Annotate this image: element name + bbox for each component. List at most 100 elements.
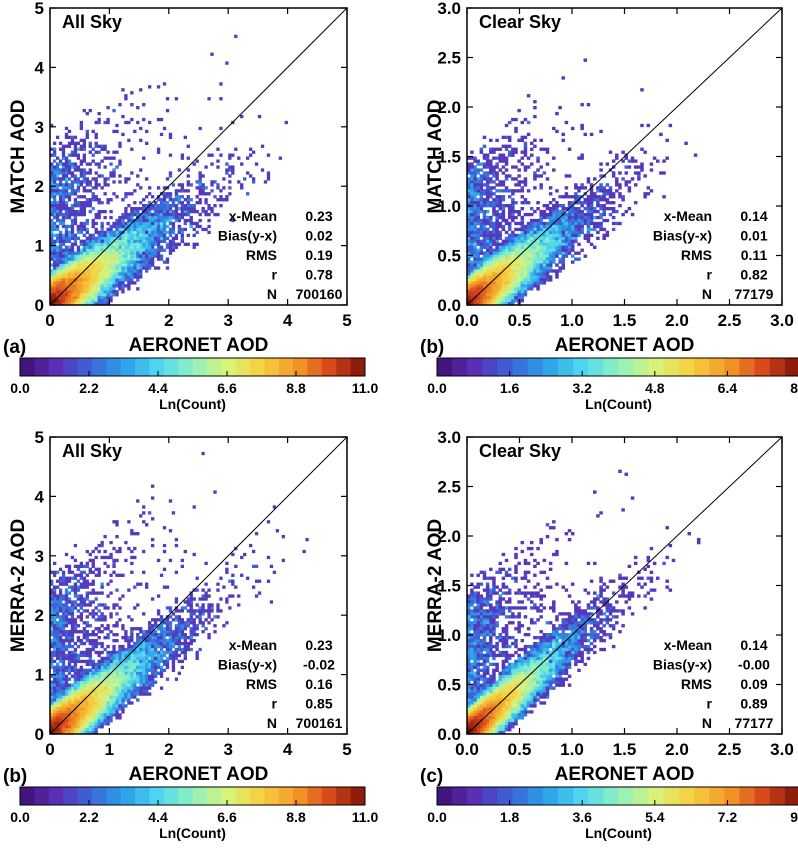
density-cell	[612, 216, 616, 219]
colorbar-segment	[236, 358, 251, 376]
density-cell	[169, 231, 172, 234]
density-cell	[77, 154, 80, 157]
density-cell	[59, 299, 62, 302]
density-cell	[127, 246, 130, 249]
density-cell	[103, 272, 106, 275]
density-cell	[98, 198, 101, 201]
density-cell	[112, 654, 115, 657]
density-cell	[109, 612, 112, 615]
density-cell	[133, 263, 136, 266]
density-cell	[151, 651, 154, 654]
density-cell	[154, 225, 157, 228]
density-cell	[56, 719, 59, 722]
density-cell	[83, 249, 86, 252]
density-cell	[53, 719, 56, 722]
density-cell	[476, 213, 480, 216]
density-cell	[199, 597, 202, 600]
density-cell	[103, 266, 106, 269]
density-cell	[587, 213, 591, 216]
density-cell	[124, 692, 127, 695]
density-cell	[95, 695, 98, 698]
density-cell	[166, 231, 169, 234]
density-cell	[98, 663, 101, 666]
colorbar-segment	[770, 358, 786, 376]
density-cell	[89, 657, 92, 660]
density-cell	[92, 701, 95, 704]
density-cell	[77, 249, 80, 252]
density-cell	[92, 639, 95, 642]
density-cell	[74, 600, 77, 603]
density-cell	[536, 174, 540, 177]
density-cell	[127, 695, 130, 698]
density-cell	[68, 707, 71, 710]
density-cell	[207, 633, 210, 636]
density-cell	[109, 225, 112, 228]
density-cell	[68, 636, 71, 639]
density-cell	[539, 266, 543, 269]
density-cell	[68, 207, 71, 210]
density-cell	[133, 266, 136, 269]
density-cell	[124, 639, 127, 642]
density-cell	[480, 246, 484, 249]
density-cell	[470, 198, 474, 201]
density-cell	[127, 547, 130, 550]
density-cell	[145, 639, 148, 642]
density-cell	[62, 571, 65, 574]
density-cell	[470, 234, 474, 237]
density-cell	[199, 201, 202, 204]
density-cell	[549, 216, 553, 219]
density-cell	[139, 257, 142, 260]
density-cell	[154, 618, 157, 621]
density-cell	[210, 207, 213, 210]
density-cell	[56, 207, 59, 210]
density-cell	[483, 154, 487, 157]
density-cell	[98, 615, 101, 618]
density-cell	[521, 219, 525, 222]
density-cell	[127, 260, 130, 263]
density-cell	[609, 207, 613, 210]
density-cell	[106, 716, 109, 719]
density-cell	[483, 269, 487, 272]
density-cell	[65, 136, 68, 139]
density-cell	[106, 663, 109, 666]
density-cell	[587, 198, 591, 201]
density-cell	[142, 225, 145, 228]
density-cell	[219, 577, 222, 580]
density-cell	[476, 207, 480, 210]
density-cell	[100, 299, 103, 302]
density-cell	[53, 686, 56, 689]
density-cell	[514, 177, 518, 180]
density-cell	[65, 630, 68, 633]
stat-value: 0.23	[305, 208, 332, 224]
density-cell	[77, 603, 80, 606]
density-cell	[80, 639, 83, 642]
density-cell	[65, 145, 68, 148]
density-cell	[546, 263, 550, 266]
density-cell	[489, 222, 493, 225]
density-cell	[115, 165, 118, 168]
stat-label: N	[267, 286, 277, 302]
density-cell	[106, 290, 109, 293]
density-cell	[103, 231, 106, 234]
density-cell	[609, 201, 613, 204]
density-cell	[524, 263, 528, 266]
density-cell	[86, 681, 89, 684]
density-cell	[77, 186, 80, 189]
density-cell	[181, 207, 184, 210]
density-cell	[193, 633, 196, 636]
density-cell	[65, 648, 68, 651]
density-cell	[115, 219, 118, 222]
density-cell	[74, 168, 77, 171]
density-cell	[74, 142, 77, 145]
density-cell	[103, 719, 106, 722]
density-cell	[640, 124, 644, 127]
density-cell	[530, 231, 534, 234]
density-cell	[172, 237, 175, 240]
density-cell	[470, 183, 474, 186]
density-cell	[121, 263, 124, 266]
density-cell	[483, 246, 487, 249]
density-cell	[145, 240, 148, 243]
panel-label: (a)	[3, 337, 26, 358]
density-cell	[536, 225, 540, 228]
density-cell	[562, 243, 566, 246]
